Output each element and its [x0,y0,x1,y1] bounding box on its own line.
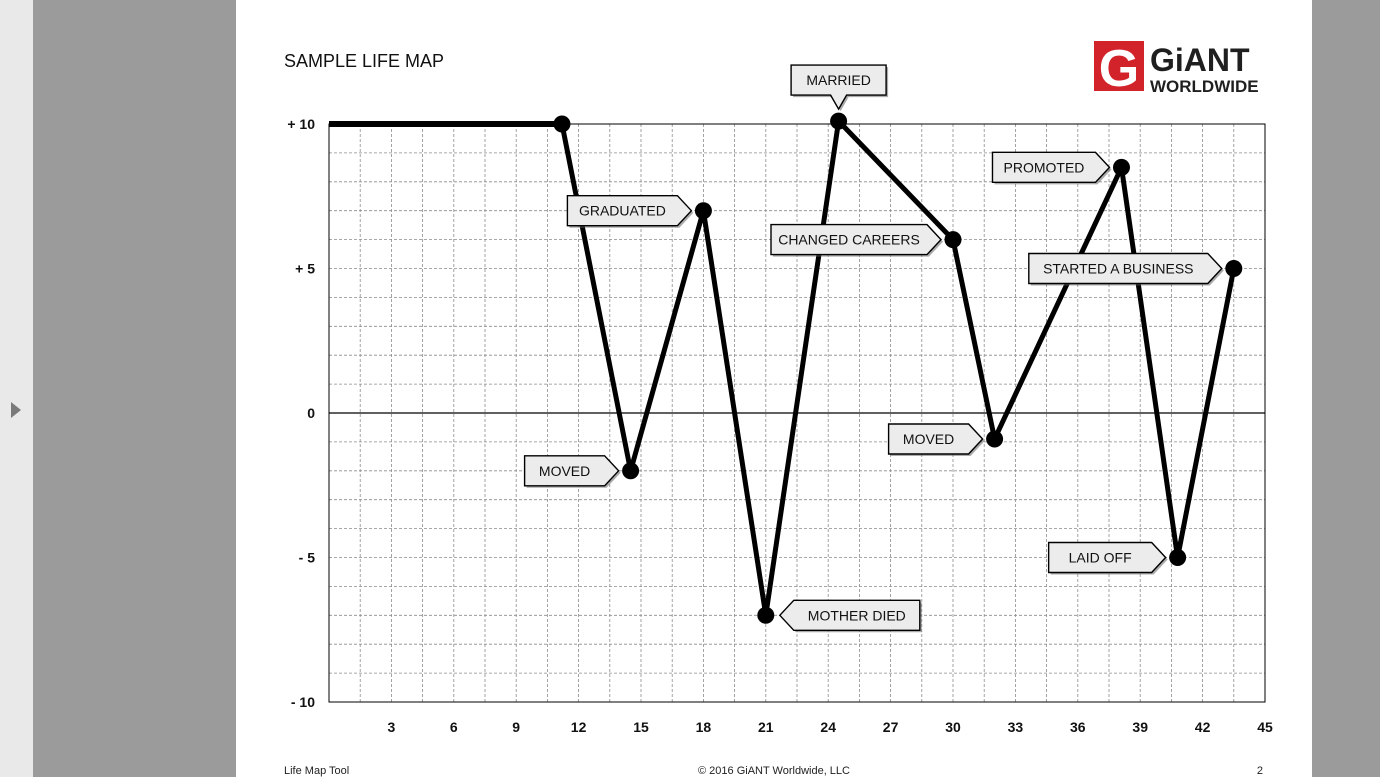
event-point [622,462,640,480]
callout-label: GRADUATED [579,203,666,219]
y-tick-label: - 10 [291,694,315,710]
callout-label: MOTHER DIED [808,607,906,623]
x-tick-label: 6 [450,719,458,735]
event-callout: CHANGED CAREERS [770,223,943,257]
document-page: SAMPLE LIFE MAP G GiANT WORLDWIDE + 10 + … [236,0,1312,777]
event-callout: MOVED [523,455,621,488]
event-callout: MOTHER DIED [778,599,922,633]
y-tick-label: - 5 [299,550,316,566]
life-line-path [559,118,1237,618]
x-tick-label: 21 [758,719,774,735]
x-tick-label: 18 [696,719,712,735]
x-tick-label: 36 [1070,719,1086,735]
callout-box [1028,252,1223,285]
x-tick-label: 42 [1195,719,1211,735]
callout-box [770,223,942,256]
y-tick-label: + 10 [287,116,315,132]
viewer-side-rail [0,0,33,777]
x-tick-label: 12 [571,719,587,735]
life-map-chart: SAMPLE LIFE MAP G GiANT WORLDWIDE + 10 + … [284,40,1273,777]
page-number: 2 [1257,765,1263,777]
giant-logo: G GiANT WORLDWIDE [1094,40,1259,98]
callout-label: PROMOTED [1004,159,1085,175]
callout-box [523,455,620,487]
callout-label: LAID OFF [1069,550,1132,566]
logo-subtitle: WORLDWIDE [1150,77,1259,96]
event-point [757,606,775,624]
event-points [553,112,1243,624]
expand-sidebar-icon[interactable] [11,402,21,418]
x-tick-label: 24 [820,719,836,735]
event-callout: MARRIED [790,64,889,112]
callout-label: MARRIED [806,72,871,88]
x-tick-label: 45 [1257,719,1273,735]
event-point [944,231,962,249]
callout-box [778,599,921,631]
footer-copyright: © 2016 GiANT Worldwide, LLC [698,765,850,777]
event-callout: GRADUATED [566,195,694,228]
event-point [1225,260,1243,277]
logo-wordmark: GiANT [1150,42,1250,78]
event-point [986,430,1004,448]
footer-left: Life Map Tool [284,765,349,777]
x-tick-label: 15 [633,719,649,735]
event-point [830,112,848,130]
event-callouts: MOVED GRADUATED MOTHER DIED MARRIED CHANGED … [523,64,1224,633]
event-point [694,202,712,220]
x-tick-label: 30 [945,719,961,735]
callout-label: MOVED [539,463,590,479]
callout-box [887,423,984,455]
callout-label: MOVED [903,431,954,447]
x-tick-label: 3 [388,719,396,735]
callout-label: STARTED A BUSINESS [1043,261,1193,277]
logo-mark-letter: G [1099,40,1139,98]
callout-box [790,64,887,111]
life-line [329,118,1237,618]
y-tick-label: + 5 [295,261,315,277]
event-callout: PROMOTED [991,151,1112,185]
event-callout: MOVED [887,423,985,457]
x-tick-label: 33 [1008,719,1024,735]
callout-box [566,195,693,227]
callout-box [1047,541,1167,574]
x-tick-label: 27 [883,719,899,735]
event-callout: STARTED A BUSINESS [1028,252,1224,286]
callout-box [991,151,1111,184]
event-point [1112,158,1130,176]
callout-label: CHANGED CAREERS [778,232,920,248]
logo-mark-square [1094,41,1144,91]
event-callout: LAID OFF [1047,541,1168,575]
x-tick-label: 39 [1132,719,1148,735]
event-point [1169,549,1187,566]
y-tick-label: 0 [307,405,315,421]
event-point [553,115,571,133]
x-tick-label: 9 [512,719,520,735]
page-title: SAMPLE LIFE MAP [284,51,444,71]
